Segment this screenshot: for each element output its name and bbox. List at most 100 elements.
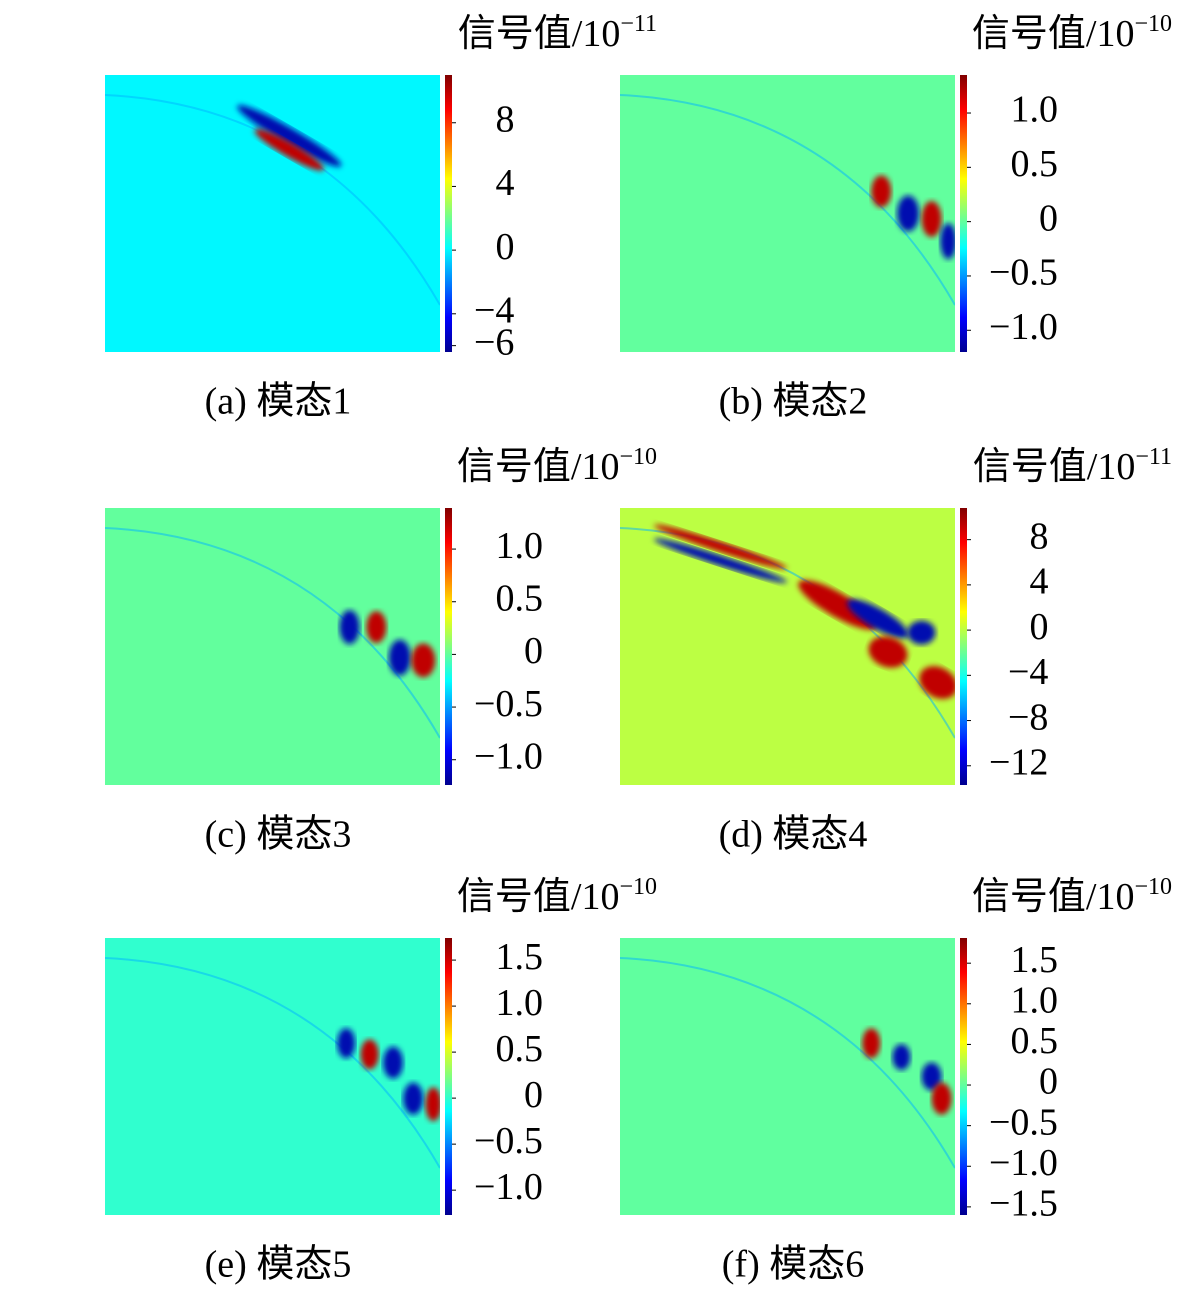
colorbar-tick-label: 0 <box>524 1074 543 1116</box>
colorbar <box>445 938 452 1215</box>
pattern <box>366 611 387 644</box>
colorbar <box>960 508 967 785</box>
colorbar-exponent: −10 <box>1134 874 1172 900</box>
colorbar-label: 信号值/10−10 <box>972 874 1172 918</box>
colorbar-tick-label: 1.0 <box>495 982 543 1024</box>
colorbar-tick-label: 1.5 <box>495 936 543 978</box>
pattern <box>360 1039 379 1070</box>
pattern <box>425 1087 440 1122</box>
colorbar-exponent: −11 <box>1135 444 1172 470</box>
colorbar-exponent: −10 <box>619 444 657 470</box>
panel-caption: (b) 模态2 <box>719 381 868 423</box>
colorbar-tick-label: −1.0 <box>474 1166 543 1208</box>
colorbar-tick-label: 0 <box>495 226 514 268</box>
panel: 1.0 0.5 0 −0.5 −1.0 信号值/10−10 (b) 模态2 <box>620 11 1172 423</box>
pattern <box>921 201 942 238</box>
heatmap-background <box>105 75 440 352</box>
heatmap <box>620 938 955 1215</box>
heatmap-background <box>105 508 440 785</box>
pattern <box>411 643 436 678</box>
pattern <box>254 128 325 171</box>
colorbar-label: 信号值/10−11 <box>458 11 657 55</box>
panel: 8 4 0 −4−6 信号值/10−11 (a) 模态1 <box>105 11 657 423</box>
colorbar-label: 信号值/10−10 <box>457 874 657 918</box>
heatmap <box>105 938 440 1215</box>
colorbar-tick-label: −4 <box>1008 651 1048 693</box>
wavefront <box>620 94 955 306</box>
pattern <box>237 105 342 167</box>
colorbar-tick-label: −6 <box>474 321 514 363</box>
panel: 1.51.00.50−0.5−1.0 信号值/10−10 (e) 模态5 <box>105 874 657 1286</box>
pattern <box>921 1062 942 1091</box>
colorbar-tick-label: −0.5 <box>989 1101 1058 1143</box>
colorbar-tick-label: −0.5 <box>474 683 543 725</box>
colorbar-label-text: 信号值/10 <box>972 876 1135 918</box>
wavefront <box>105 527 440 739</box>
panel-caption: (e) 模态5 <box>205 1244 352 1286</box>
pattern <box>339 610 360 645</box>
colorbar-tick-label: −1.0 <box>474 735 543 777</box>
colorbar-label: 信号值/10−10 <box>457 444 657 488</box>
heatmap <box>105 75 440 352</box>
colorbar-tick-label: 0.5 <box>1010 1020 1058 1062</box>
pattern <box>383 1046 404 1079</box>
colorbar-tick-label: −0.5 <box>989 252 1058 294</box>
colorbar-tick-label: −12 <box>989 741 1048 783</box>
colorbar-tick-label: −1.0 <box>989 306 1058 348</box>
colorbar-label-text: 信号值/10 <box>457 876 620 918</box>
colorbar <box>445 75 452 352</box>
panel-caption: (a) 模态1 <box>205 381 352 423</box>
pattern <box>388 639 411 676</box>
pattern <box>907 620 936 645</box>
wavefront <box>620 957 955 1169</box>
colorbar-label-text: 信号值/10 <box>972 13 1135 55</box>
heatmap <box>620 75 955 352</box>
colorbar-tick-label: 0 <box>1039 1061 1058 1103</box>
colorbar-label-text: 信号值/10 <box>973 446 1136 488</box>
pattern <box>940 223 955 260</box>
panel-caption: (c) 模态3 <box>205 814 352 856</box>
pattern <box>337 1028 356 1059</box>
colorbar-exponent: −10 <box>619 874 657 900</box>
colorbar-tick-label: 0 <box>524 630 543 672</box>
colorbar-tick-label: −4 <box>474 290 514 332</box>
colorbar <box>960 938 967 1215</box>
pattern <box>897 195 920 232</box>
pattern <box>868 636 908 668</box>
colorbar-tick-label: −0.5 <box>474 1120 543 1162</box>
panel: 840−4−8−12 信号值/10−11 (d) 模态4 <box>620 444 1172 856</box>
colorbar-label-text: 信号值/10 <box>458 13 621 55</box>
colorbar-tick-label: 0.5 <box>495 1028 543 1070</box>
colorbar-exponent: −10 <box>1134 11 1172 37</box>
panel-caption: (f) 模态6 <box>722 1244 864 1286</box>
heatmap <box>105 508 440 785</box>
panel-caption: (d) 模态4 <box>719 814 868 856</box>
pattern <box>847 599 909 639</box>
pattern <box>919 666 955 699</box>
colorbar-tick-label: 0.5 <box>495 577 543 619</box>
heatmap <box>620 508 955 785</box>
pattern <box>798 580 878 630</box>
colorbar-label-text: 信号值/10 <box>457 446 620 488</box>
colorbar-tick-label: 1.0 <box>495 525 543 567</box>
pattern <box>862 1028 881 1059</box>
pattern <box>892 1044 911 1071</box>
pattern <box>403 1082 424 1115</box>
pattern <box>871 175 892 208</box>
colorbar-exponent: −11 <box>620 11 657 37</box>
colorbar <box>960 75 967 352</box>
colorbar-tick-label: 0 <box>1039 197 1058 239</box>
colorbar <box>445 508 452 785</box>
heatmap-background <box>620 508 955 785</box>
colorbar-tick-label: 1.0 <box>1010 980 1058 1022</box>
colorbar-tick-label: 1.0 <box>1010 89 1058 131</box>
heatmap-background <box>620 938 955 1215</box>
pattern <box>653 538 788 583</box>
colorbar-tick-label: −8 <box>1008 696 1048 738</box>
colorbar-tick-label: 8 <box>1029 515 1048 557</box>
colorbar-tick-label: 0 <box>1029 606 1048 648</box>
pattern <box>653 524 788 569</box>
